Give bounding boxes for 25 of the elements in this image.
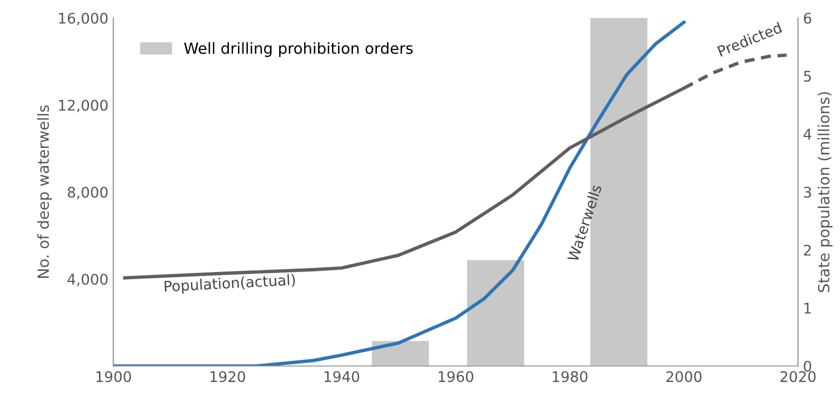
bar bbox=[467, 260, 524, 366]
y2-tick-label: 0 bbox=[804, 360, 812, 372]
legend-label: Well drilling prohibition orders bbox=[184, 42, 413, 57]
x-tick-label: 1980 bbox=[552, 371, 588, 382]
y2-tick-label: 3 bbox=[804, 186, 811, 198]
y2-tick-label: 6 bbox=[804, 12, 812, 24]
y-tick-label: 8,000 bbox=[68, 186, 108, 200]
y2-tick-label: 2 bbox=[804, 244, 811, 256]
y2-tick-label: 4 bbox=[804, 128, 812, 140]
y2-tick-label: 5 bbox=[804, 70, 811, 82]
x-tick-label: 2020 bbox=[780, 371, 816, 382]
y2-axis-title: State population (millions) bbox=[818, 92, 832, 292]
y-tick-label: 4,000 bbox=[68, 274, 108, 286]
x-tick-label: 1940 bbox=[324, 371, 360, 382]
y2-tick-label: 1 bbox=[804, 302, 811, 314]
x-tick-label: 2000 bbox=[666, 371, 702, 382]
bar bbox=[372, 340, 429, 366]
x-tick-label: 1920 bbox=[210, 371, 246, 382]
line-series bbox=[113, 20, 686, 366]
y-tick-label: 12,000 bbox=[59, 100, 108, 112]
y-tick-label: 16,000 bbox=[59, 12, 108, 26]
x-tick-label: 1960 bbox=[438, 371, 474, 382]
y-axis-title: No. of deep waterwells bbox=[37, 105, 52, 278]
annotation: Population(actual) bbox=[164, 274, 296, 295]
x-tick-label: 1900 bbox=[96, 371, 131, 382]
